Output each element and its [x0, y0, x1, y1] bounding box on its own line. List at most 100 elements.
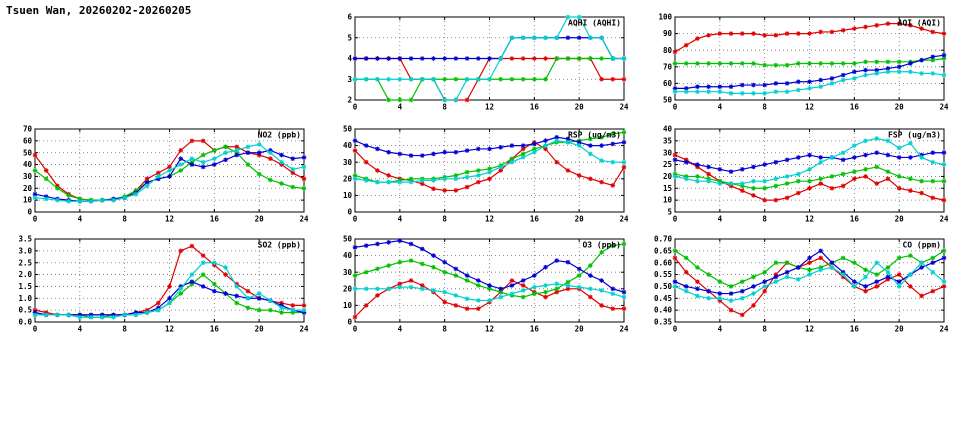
series-red	[32, 243, 307, 318]
chart-title: NO2 (ppb)	[258, 131, 301, 140]
y-tick-label: 60	[23, 136, 33, 145]
y-tick-label: 20	[663, 172, 673, 181]
chart-title: SO2 (ppb)	[258, 241, 301, 250]
y-tick-label: 40	[663, 125, 673, 134]
chart-svg-aqi: 50 60 70 80 90 100 0 4 8 12 16 20 24 AQI (AQI)	[658, 13, 948, 112]
y-tick-label: 2.5	[18, 258, 32, 267]
y-tick-label: 40	[23, 160, 33, 169]
x-tick-label: 8	[442, 215, 447, 224]
chart-svg-no2: 0 10 20 30 40 50 60 70 0 4 8 12 16 20 24 NO2 (ppb)	[23, 125, 308, 224]
y-tick-label: 3.0	[18, 246, 32, 255]
y-tick-label: 20	[23, 184, 33, 193]
y-tick-label: 20	[343, 284, 353, 293]
chart-so2: 0.0 0.5 1.0 1.5 2.0 2.5 3.0 3.5 0 4 8 12 16 20 24 SO2 (…	[8, 234, 310, 336]
x-tick-label: 12	[805, 325, 814, 334]
y-tick-label: 30	[23, 172, 33, 181]
y-tick-label: 5	[347, 33, 352, 42]
series-green	[672, 164, 947, 191]
x-tick-label: 4	[78, 325, 83, 334]
chart-aqhi: 2 3 4 5 6 0 4 8 12 16 20 24 AQHI (AQHI)	[328, 12, 630, 114]
y-tick-label: 80	[663, 46, 673, 55]
x-tick-label: 24	[619, 325, 628, 334]
y-tick-label: 0.50	[654, 282, 673, 291]
series-blue	[672, 248, 947, 296]
chart-svg-so2: 0.0 0.5 1.0 1.5 2.0 2.5 3.0 3.5 0 4 8 12 16 20 24 SO2 (…	[18, 235, 308, 334]
x-tick-label: 24	[619, 103, 628, 112]
x-tick-label: 16	[850, 215, 860, 224]
y-tick-label: 0.5	[18, 306, 32, 315]
x-tick-label: 24	[939, 215, 948, 224]
x-tick-label: 0	[353, 103, 358, 112]
series-red	[672, 152, 947, 203]
x-tick-label: 16	[850, 325, 860, 334]
x-tick-label: 12	[805, 103, 814, 112]
x-tick-label: 20	[575, 215, 585, 224]
series-cyan	[32, 142, 307, 204]
series-blue	[352, 135, 627, 158]
y-tick-label: 10	[663, 196, 673, 205]
x-tick-label: 16	[210, 215, 220, 224]
chart-svg-fsp: 5 10 15 20 25 30 35 40 0 4 8 12 16 20 24 FSP (ug/m3)	[663, 125, 948, 224]
series-cyan	[352, 138, 627, 185]
plot-border	[34, 238, 305, 323]
y-tick-label: 50	[23, 148, 33, 157]
y-tick-label: 0.45	[654, 294, 672, 303]
x-tick-label: 12	[485, 215, 494, 224]
plot-border	[354, 238, 625, 323]
page-title: Tsuen Wan, 20260202-20260205	[6, 4, 192, 17]
x-tick-label: 20	[895, 325, 905, 334]
y-tick-label: 10	[343, 191, 353, 200]
plot-border	[354, 128, 625, 213]
y-tick-label: 70	[663, 62, 673, 71]
chart-fsp: 5 10 15 20 25 30 35 40 0 4 8 12 16 20 24 FSP (ug/m3)	[648, 124, 950, 226]
y-tick-label: 30	[663, 148, 673, 157]
y-tick-label: 0	[347, 318, 352, 327]
x-tick-label: 24	[939, 325, 948, 334]
x-tick-label: 20	[255, 325, 265, 334]
x-tick-label: 20	[575, 325, 585, 334]
y-tick-label: 0.40	[654, 306, 673, 315]
x-tick-label: 20	[575, 103, 585, 112]
x-tick-label: 4	[718, 103, 723, 112]
y-tick-label: 50	[663, 96, 673, 105]
y-tick-label: 100	[658, 13, 672, 22]
chart-svg-o3: 0 10 20 30 40 50 0 4 8 12 16 20 24 O3 (ppb)	[343, 235, 628, 334]
x-tick-label: 16	[850, 103, 860, 112]
y-tick-label: 35	[663, 136, 672, 145]
y-tick-label: 50	[343, 235, 353, 244]
chart-title: CO (ppm)	[902, 241, 941, 250]
y-tick-label: 3.5	[18, 235, 32, 244]
plot-border	[674, 128, 945, 213]
x-tick-label: 0	[673, 103, 678, 112]
series-red	[672, 21, 947, 55]
chart-svg-aqhi: 2 3 4 5 6 0 4 8 12 16 20 24 AQHI (AQHI)	[347, 13, 628, 112]
chart-title: RSP (ug/m3)	[568, 131, 621, 140]
y-tick-label: 60	[663, 79, 673, 88]
y-tick-label: 6	[347, 13, 352, 22]
y-tick-label: 70	[23, 125, 33, 134]
series-cyan	[352, 281, 627, 303]
x-tick-label: 4	[718, 215, 723, 224]
y-tick-label: 0.0	[18, 318, 32, 327]
y-tick-label: 90	[663, 29, 673, 38]
chart-rsp: 0 10 20 30 40 50 0 4 8 12 16 20 24 RSP (ug/m3)	[328, 124, 630, 226]
x-tick-label: 8	[122, 215, 127, 224]
series-green	[672, 248, 947, 289]
y-tick-label: 1.0	[18, 294, 32, 303]
y-tick-label: 0	[347, 208, 352, 217]
series-blue	[672, 52, 947, 91]
chart-title: AQHI (AQHI)	[568, 19, 621, 28]
x-tick-label: 8	[762, 325, 767, 334]
chart-no2: 0 10 20 30 40 50 60 70 0 4 8 12 16 20 24 NO2 (ppb)	[8, 124, 310, 226]
y-tick-label: 2	[347, 96, 352, 105]
series-cyan	[672, 260, 947, 303]
x-tick-label: 20	[255, 215, 265, 224]
y-tick-label: 30	[343, 158, 353, 167]
y-tick-label: 15	[663, 184, 672, 193]
y-tick-label: 10	[23, 196, 33, 205]
y-tick-label: 0.60	[654, 258, 673, 267]
x-tick-label: 16	[210, 325, 220, 334]
x-tick-label: 20	[895, 103, 905, 112]
series-cyan	[352, 14, 627, 103]
x-tick-label: 8	[122, 325, 127, 334]
